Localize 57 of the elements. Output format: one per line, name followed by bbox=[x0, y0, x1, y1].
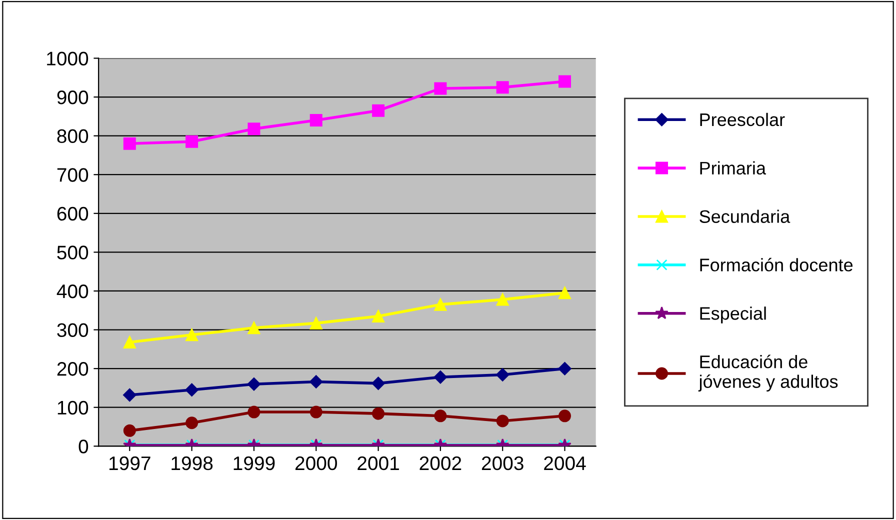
x-tick-label: 2001 bbox=[358, 456, 399, 470]
x-tick-label: 1999 bbox=[234, 456, 275, 470]
x-tick-label: 1998 bbox=[172, 456, 213, 470]
point bbox=[310, 316, 322, 330]
y-tick-label: 300 bbox=[57, 323, 88, 338]
point bbox=[496, 368, 510, 382]
point bbox=[310, 114, 322, 127]
point bbox=[310, 406, 322, 418]
y-tick-label: 600 bbox=[57, 206, 88, 221]
y-tick-label: 700 bbox=[57, 168, 88, 182]
legend-label: Educación de jóvenes y adultos bbox=[698, 354, 838, 392]
point bbox=[372, 104, 385, 117]
x-tick-label: 2002 bbox=[420, 456, 462, 470]
point bbox=[247, 378, 261, 391]
point bbox=[248, 122, 260, 136]
legend-label: Preescolar bbox=[700, 112, 785, 126]
y-tick-label: 0 bbox=[78, 440, 88, 454]
y-tick-label: 400 bbox=[56, 284, 88, 298]
legend-label: Formación docente bbox=[700, 258, 853, 272]
point bbox=[310, 375, 323, 388]
y-tick-label: 1000 bbox=[47, 52, 88, 66]
y-tick-label: 100 bbox=[58, 400, 88, 415]
y-tick-label: 200 bbox=[57, 362, 88, 376]
point bbox=[186, 328, 198, 342]
point bbox=[186, 416, 198, 430]
point bbox=[123, 388, 136, 402]
x-tick-label: 2003 bbox=[482, 456, 524, 470]
point bbox=[558, 362, 572, 376]
legend-label: Secundaria bbox=[700, 210, 790, 223]
point bbox=[434, 82, 447, 95]
point bbox=[123, 137, 136, 150]
x-tick-label: 2000 bbox=[295, 456, 337, 470]
point bbox=[558, 410, 572, 422]
point bbox=[372, 310, 385, 322]
point bbox=[372, 376, 385, 390]
point bbox=[558, 75, 572, 88]
y-tick-label: 800 bbox=[57, 129, 88, 144]
point bbox=[123, 336, 136, 348]
point bbox=[558, 286, 572, 300]
point bbox=[434, 298, 447, 311]
point bbox=[372, 407, 385, 420]
point bbox=[496, 414, 509, 428]
point bbox=[434, 370, 448, 384]
point bbox=[185, 383, 198, 396]
legend-label: Especial bbox=[700, 306, 766, 324]
point bbox=[496, 293, 509, 306]
point bbox=[248, 406, 260, 418]
point bbox=[248, 322, 260, 334]
x-tick-label: 1997 bbox=[109, 456, 150, 470]
legend-label: Primaria bbox=[700, 161, 766, 175]
y-tick-label: 500 bbox=[57, 246, 88, 260]
point bbox=[434, 410, 447, 422]
point bbox=[123, 424, 136, 437]
x-tick-label: 2004 bbox=[544, 456, 586, 470]
point bbox=[496, 81, 509, 94]
y-tick-label: 900 bbox=[57, 90, 88, 104]
point bbox=[186, 135, 198, 148]
